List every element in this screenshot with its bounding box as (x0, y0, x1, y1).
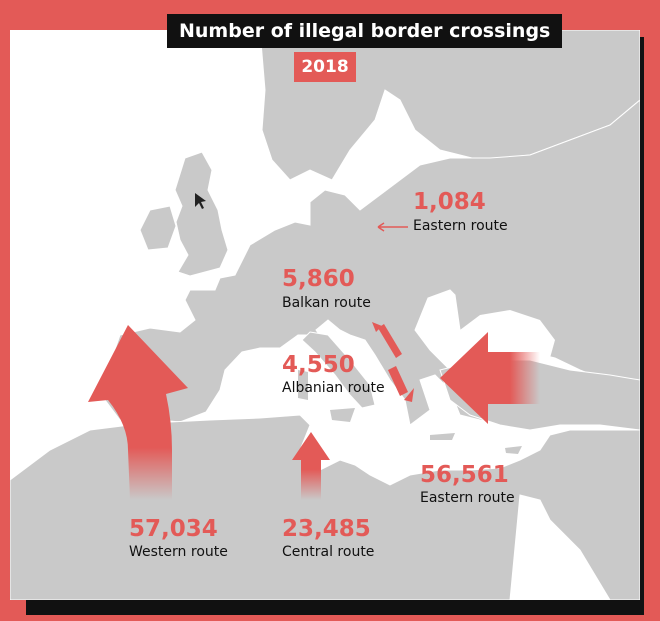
black-sea (460, 310, 555, 358)
eastern-land-route-value: 1,084 (413, 189, 486, 215)
balkan-route-label: Balkan route (282, 295, 371, 311)
crete-landmass (430, 433, 455, 440)
albanian-route-arrow (388, 366, 414, 402)
cursor-icon (195, 193, 206, 209)
central-route-value: 23,485 (282, 516, 371, 542)
western-route-arrow (88, 325, 188, 500)
eastern-med-route-label: Eastern route (420, 490, 515, 506)
ireland-landmass (139, 205, 177, 251)
adriatic-sea (330, 335, 390, 386)
sardinia-landmass (298, 370, 308, 400)
year-badge: 2018 (294, 52, 356, 82)
balkan-route-arrow (372, 322, 402, 358)
balkan-route-value: 5,860 (282, 266, 355, 292)
western-route-value: 57,034 (129, 516, 218, 542)
north-africa-landmass (10, 414, 640, 600)
eastern-med-route-arrow (440, 332, 540, 424)
central-route-label: Central route (282, 544, 375, 560)
albanian-route-label: Albanian route (282, 380, 385, 396)
map-panel (10, 30, 640, 600)
eastern-med-route-value: 56,561 (420, 462, 509, 488)
eastern-land-route-arrow (377, 222, 408, 232)
cyprus-landmass (505, 446, 522, 454)
eastern-land-route-label: Eastern route (413, 218, 508, 234)
italy-landmass (301, 331, 376, 409)
albanian-route-value: 4,550 (282, 352, 355, 378)
western-route-label: Western route (129, 544, 228, 560)
great-britain-landmass (174, 151, 229, 277)
sicily-landmass (330, 408, 355, 422)
central-route-arrow (292, 432, 330, 500)
europe-map (10, 30, 640, 600)
chart-title: Number of illegal border crossings (167, 14, 563, 48)
